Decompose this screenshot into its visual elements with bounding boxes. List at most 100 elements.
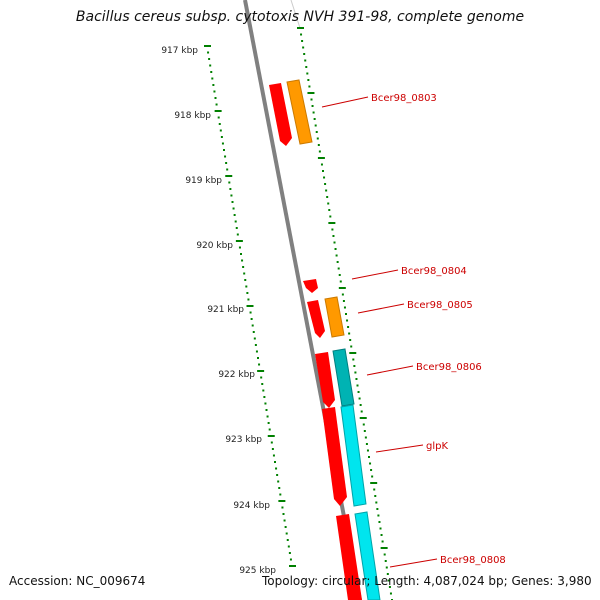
ruler-major-tick	[349, 352, 357, 354]
gene-0808-cds[interactable]	[336, 514, 362, 600]
ruler-minor-tick	[229, 188, 232, 190]
ruler-minor-tick	[289, 558, 292, 561]
ruler-major-tick	[225, 175, 233, 177]
ruler-minor-tick	[238, 246, 241, 249]
ruler-minor-tick	[324, 183, 327, 185]
ruler-minor-tick	[370, 469, 373, 471]
ruler-minor-tick	[267, 422, 270, 424]
ruler-minor-tick	[354, 371, 357, 374]
ruler-major-tick	[267, 435, 275, 437]
gene-0806-feature[interactable]	[332, 348, 355, 407]
ruler-minor-tick	[380, 534, 383, 536]
ruler-major-tick	[204, 45, 211, 47]
gene-0808-feature[interactable]	[354, 511, 381, 600]
ruler-minor-tick	[287, 545, 290, 548]
gene-label-0806[interactable]: Bcer98_0806	[416, 362, 482, 373]
ruler-minor-tick	[356, 384, 359, 387]
label-leaders	[321, 96, 438, 568]
ruler-minor-tick	[270, 441, 273, 444]
gene-0803-cds[interactable]	[269, 83, 292, 146]
ruler-minor-tick	[275, 467, 278, 470]
genome-summary-text: Topology: circular; Length: 4,087,024 bp…	[262, 574, 592, 588]
ruler-minor-tick	[268, 428, 271, 431]
gene-0805-cds[interactable]	[307, 300, 325, 338]
ruler-minor-tick	[314, 124, 317, 127]
ruler-minor-tick	[331, 228, 334, 231]
ruler-minor-tick	[278, 487, 281, 489]
gene-label-0805[interactable]: Bcer98_0805	[407, 300, 473, 311]
gene-label-glpK[interactable]: glpK	[426, 441, 448, 452]
ruler-minor-tick	[375, 501, 378, 504]
ruler-minor-tick	[244, 279, 247, 281]
ruler-minor-tick	[284, 526, 287, 528]
gene-0806-cds[interactable]	[315, 352, 335, 408]
gene-glpK-feature[interactable]	[340, 404, 367, 507]
ruler-minor-tick	[374, 495, 377, 497]
ruler-minor-tick	[276, 474, 279, 476]
ruler-minor-tick	[311, 105, 314, 107]
ruler-track	[204, 45, 296, 567]
ruler-minor-tick	[271, 448, 274, 450]
gene-0805-feature[interactable]	[324, 296, 345, 338]
ruler-minor-tick	[262, 389, 265, 392]
ruler-minor-tick	[368, 456, 370, 458]
gene-label-0808[interactable]: Bcer98_0808	[440, 555, 506, 566]
ruler-minor-tick	[226, 168, 229, 171]
ruler-minor-tick	[312, 111, 315, 114]
ruler-minor-tick	[281, 506, 284, 509]
ruler-minor-tick	[225, 162, 228, 164]
ruler-minor-tick	[327, 202, 330, 205]
ruler-minor-tick	[310, 98, 313, 101]
gene-label-0803[interactable]: Bcer98_0803	[371, 93, 437, 104]
ruler-major-tick	[214, 110, 222, 112]
ruler-minor-tick	[253, 337, 256, 340]
ruler-minor-tick	[251, 324, 254, 327]
ruler-minor-tick	[350, 345, 353, 348]
gene-0804-cds[interactable]	[303, 279, 318, 293]
ruler-minor-tick	[305, 66, 308, 68]
ruler-major-tick	[278, 500, 286, 502]
ruler-minor-tick	[353, 365, 356, 367]
tick-label-922: 922 kbp	[218, 370, 255, 380]
ruler-minor-tick	[334, 248, 337, 250]
ruler-minor-tick	[233, 214, 236, 216]
ruler-minor-tick	[307, 79, 310, 81]
ruler-minor-tick	[318, 150, 321, 153]
ruler-minor-tick	[272, 454, 275, 457]
ruler-major-tick	[380, 547, 388, 549]
ruler-minor-tick	[363, 430, 366, 432]
ruler-minor-tick	[317, 144, 320, 146]
ruler-minor-tick	[257, 357, 259, 359]
ruler-minor-tick	[223, 149, 225, 151]
ruler-labels: 917 kbp 918 kbp 919 kbp 920 kbp 921 kbp …	[161, 46, 276, 576]
ruler-minor-tick	[254, 344, 257, 346]
ruler-minor-tick	[346, 319, 349, 322]
ruler-minor-tick	[286, 539, 289, 541]
ruler-minor-tick	[308, 85, 311, 88]
ruler-minor-tick	[371, 475, 374, 478]
ruler-minor-tick	[264, 402, 267, 405]
ruler-minor-tick	[221, 142, 224, 145]
gene-features	[269, 79, 381, 600]
ruler-minor-tick	[342, 300, 345, 302]
ruler-minor-tick	[326, 196, 329, 198]
ruler-minor-tick	[378, 521, 381, 523]
ruler-minor-tick	[341, 293, 344, 296]
ruler-minor-tick	[279, 493, 282, 496]
ruler-major-tick	[235, 240, 243, 242]
ruler-minor-tick	[365, 443, 368, 445]
ruler-minor-tick	[240, 253, 242, 255]
ruler-minor-tick	[214, 97, 217, 99]
ruler-minor-tick	[300, 33, 303, 36]
gene-label-0804[interactable]: Bcer98_0804	[401, 266, 467, 277]
ruler-minor-tick	[245, 285, 248, 288]
gene-0803-feature[interactable]	[286, 79, 313, 145]
ruler-major-tick	[359, 417, 367, 419]
ruler-minor-tick	[220, 136, 223, 138]
gene-glpK-cds[interactable]	[322, 407, 347, 506]
ruler-major-tick	[328, 222, 336, 224]
tick-label-918: 918 kbp	[174, 111, 211, 121]
ruler-minor-tick	[224, 155, 227, 158]
ruler-major-tick	[307, 92, 315, 94]
tick-label-921: 921 kbp	[207, 305, 244, 315]
